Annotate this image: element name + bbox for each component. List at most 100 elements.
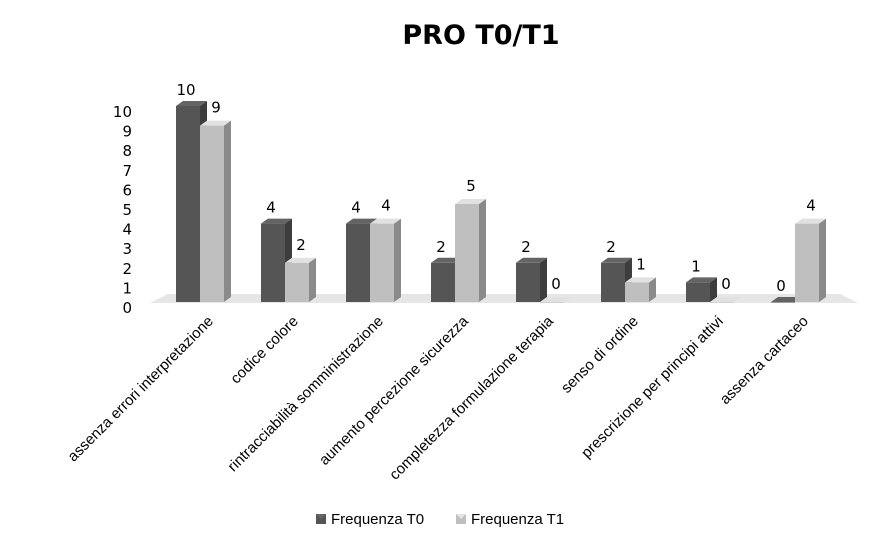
bar-front-face	[540, 302, 564, 303]
data-label: 1	[636, 255, 646, 273]
bar-front-face	[795, 223, 819, 302]
category-label: prescrizione per principi attivi	[578, 313, 727, 462]
data-label: 2	[296, 236, 306, 254]
bar-t0	[771, 297, 802, 303]
bar-top-face	[370, 218, 401, 224]
bar-side-face	[819, 218, 826, 302]
category-label: aumento percezione sicurezza	[316, 312, 472, 468]
bar-top-face	[285, 257, 316, 263]
y-axis: 0 12 34 5 67 89 10	[113, 103, 132, 317]
bar-t1	[200, 120, 231, 302]
bar-group	[176, 101, 826, 303]
category-label: completezza formulazione terapia	[386, 312, 557, 483]
bar-side-face	[224, 120, 231, 302]
bar-front-face	[370, 223, 394, 302]
bar-side-face	[710, 277, 717, 302]
y-tick-label: 7	[122, 162, 132, 180]
legend-swatch-top	[456, 514, 466, 519]
bar-top-face	[540, 297, 571, 302]
data-label: 2	[436, 238, 446, 256]
chart-title: PRO T0/T1	[402, 20, 559, 51]
bar-side-face	[394, 218, 401, 302]
bar-front-face	[625, 282, 649, 302]
bar-t1	[795, 218, 826, 302]
bar-t1	[625, 277, 656, 302]
bar-top-face	[176, 101, 207, 106]
legend-label: Frequenza T1	[471, 511, 564, 528]
bar-t1	[370, 218, 401, 302]
bar-t1	[540, 297, 571, 303]
bar-top-face	[200, 120, 231, 126]
y-tick-label: 9	[122, 123, 132, 141]
bar-front-face	[200, 125, 224, 302]
legend-label: Frequenza T0	[331, 511, 424, 528]
bar-side-face	[479, 199, 486, 302]
x-axis: assenza errori interpretazione codice col…	[64, 312, 811, 483]
data-label: 0	[721, 275, 731, 293]
bar-front-face	[285, 262, 309, 302]
bar-front-face	[455, 204, 479, 302]
y-tick-label: 4	[122, 221, 132, 239]
bar-top-face	[771, 297, 802, 302]
category-label: assenza cartaceo	[717, 313, 812, 408]
chart-floor	[150, 294, 858, 303]
data-label: 9	[211, 99, 221, 117]
data-label: 4	[351, 199, 361, 217]
y-tick-label: 0	[122, 299, 132, 317]
legend-item: Frequenza T0	[316, 511, 424, 528]
data-label: 0	[776, 277, 786, 295]
bar-top-face	[455, 199, 486, 204]
data-label: 0	[551, 275, 561, 293]
data-label: 4	[381, 197, 391, 215]
y-tick-label: 3	[122, 240, 132, 258]
data-label: 4	[806, 197, 816, 215]
data-label: 10	[176, 81, 195, 99]
bar-front-face	[710, 302, 734, 303]
bar-front-face	[431, 262, 455, 302]
bar-front-face	[346, 223, 370, 302]
legend-swatch-top	[316, 514, 326, 519]
category-label: rintracciabilità somministrazione	[224, 313, 386, 475]
bar-t1	[455, 199, 486, 302]
bar-top-face	[601, 257, 632, 263]
category-label: senso di ordine	[558, 313, 642, 397]
bar-t0	[516, 257, 547, 302]
bar-side-face	[309, 257, 316, 302]
legend-item: Frequenza T1	[456, 511, 564, 528]
data-label: 2	[606, 238, 616, 256]
category-label: assenza errori interpretazione	[64, 313, 216, 465]
category-label: codice colore	[227, 313, 302, 388]
y-tick-label: 6	[122, 181, 132, 199]
data-label: 4	[266, 199, 276, 217]
legend: Frequenza T0 Frequenza T1	[316, 511, 564, 528]
bar-top-face	[710, 297, 741, 302]
bar-top-face	[625, 277, 656, 283]
y-tick-label: 1	[122, 279, 132, 297]
bar-front-face	[516, 262, 540, 302]
bar-front-face	[176, 106, 200, 302]
bar-t0	[261, 218, 292, 302]
y-tick-label: 8	[122, 142, 132, 160]
bar-side-face	[540, 257, 547, 302]
bar-front-face	[771, 302, 795, 303]
bar-top-face	[516, 257, 547, 263]
data-label: 5	[466, 177, 476, 195]
bar-top-face	[795, 218, 826, 224]
y-tick-label: 5	[122, 201, 132, 219]
floor-plane	[150, 294, 858, 303]
data-label: 2	[521, 238, 531, 256]
bar-top-face	[261, 218, 292, 224]
bar-t1	[285, 257, 316, 302]
y-tick-label: 2	[122, 260, 132, 278]
bar-front-face	[601, 262, 625, 302]
bar-top-face	[346, 218, 377, 224]
bar-front-face	[261, 223, 285, 302]
y-tick-label: 10	[113, 103, 132, 121]
bar-top-face	[431, 257, 462, 263]
bar-top-face	[686, 277, 717, 283]
bar-t1	[710, 297, 741, 303]
bar-front-face	[686, 282, 710, 302]
